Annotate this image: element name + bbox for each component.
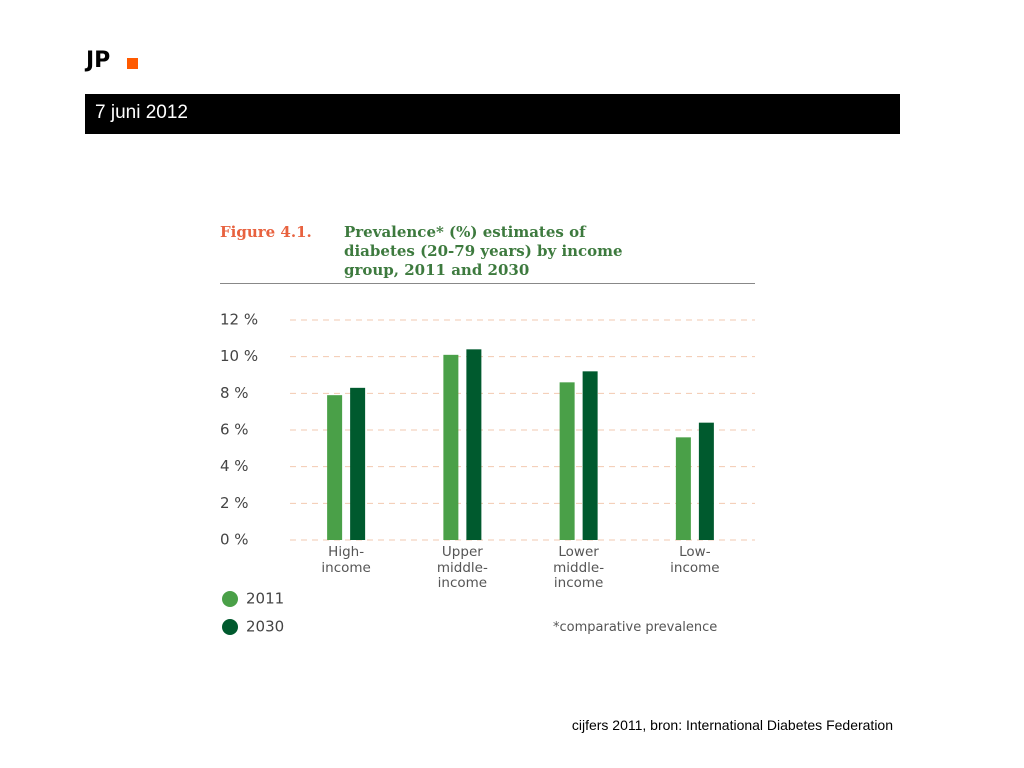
x-tick-label: Low- income bbox=[670, 544, 720, 576]
y-tick-label: 4 % bbox=[220, 457, 249, 475]
y-tick-label: 12 % bbox=[220, 311, 258, 329]
legend-label: 2011 bbox=[246, 590, 284, 608]
bar bbox=[582, 371, 598, 540]
bar bbox=[327, 395, 343, 540]
y-tick-label: 0 % bbox=[220, 531, 249, 549]
legend-label: 2030 bbox=[246, 618, 284, 636]
footnote: *comparative prevalence bbox=[553, 620, 718, 635]
y-tick-label: 2 % bbox=[220, 494, 249, 512]
logo: JP bbox=[86, 48, 111, 73]
legend-swatch bbox=[222, 591, 238, 607]
bar bbox=[443, 354, 459, 540]
bar bbox=[559, 382, 575, 540]
x-tick-label: High- income bbox=[321, 544, 371, 576]
x-tick-label: Lower middle- income bbox=[553, 544, 605, 591]
y-tick-label: 6 % bbox=[220, 421, 249, 439]
bar bbox=[350, 387, 366, 540]
date-bar bbox=[85, 94, 900, 134]
bar bbox=[466, 349, 482, 540]
chart-title: Prevalence* (%) estimates of diabetes (2… bbox=[344, 223, 623, 279]
y-tick-label: 8 % bbox=[220, 384, 249, 402]
x-tick-label: Upper middle- income bbox=[436, 544, 488, 591]
date: 7 juni 2012 bbox=[95, 102, 188, 123]
source: cijfers 2011, bron: International Diabet… bbox=[571, 717, 893, 733]
bar bbox=[698, 422, 714, 540]
figure-label: Figure 4.1. bbox=[220, 223, 312, 241]
legend-swatch bbox=[222, 619, 238, 635]
bar bbox=[675, 437, 691, 540]
logo-square bbox=[127, 58, 138, 69]
y-tick-label: 10 % bbox=[220, 347, 258, 365]
